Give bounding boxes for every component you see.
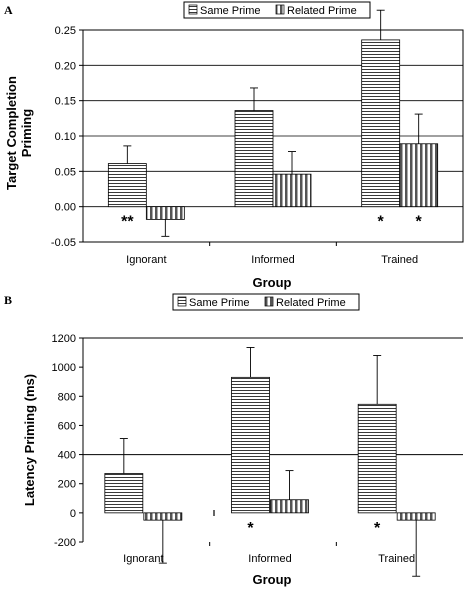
panel-b-legend-swatch-same — [177, 296, 187, 307]
panel-b-category-label: Ignorant — [123, 553, 163, 565]
panel-a-category-label: Ignorant — [126, 254, 166, 266]
panel-b-y-tick-label: -200 — [54, 537, 76, 549]
panel-a-bar-related — [399, 143, 439, 208]
panel-b: B Same Prime Related Prime * * -200020040… — [4, 293, 463, 587]
panel-a-significance-marker: ** — [121, 214, 134, 231]
panel-a-y-tick-label: 0.25 — [55, 25, 76, 37]
panel-b-category-label: Trained — [378, 553, 415, 565]
panel-a-y-tick-label: -0.05 — [51, 237, 76, 249]
panel-a: A Same Prime Related Prime ** * * -0.050.0… — [4, 1, 464, 290]
panel-b-bar-related — [270, 499, 309, 514]
panel-a-y-tick-label: 0.15 — [55, 96, 76, 108]
panel-b-bar-related — [143, 512, 183, 521]
panel-a-category-label: Informed — [251, 254, 294, 266]
panel-b-label: B — [4, 293, 12, 307]
panel-a-errorbars — [123, 9, 423, 237]
panel-b-legend-swatch-related — [264, 296, 274, 307]
panel-b-legend: Same Prime Related Prime — [172, 293, 360, 311]
panel-a-y-ticks: -0.05 0.00 0.05 0.10 0.15 0.20 0.25 — [51, 25, 83, 249]
panel-a-bar-same — [107, 163, 147, 208]
panel-a-y-tick-label: 0.20 — [55, 60, 76, 72]
panel-a-bar-same — [361, 39, 401, 208]
panel-a-y-axis-title-line-1: Target Completion — [4, 76, 19, 190]
panel-b-annotations: * * — [247, 520, 381, 537]
panel-b-significance-marker: * — [374, 520, 381, 537]
panel-b-bar-related — [396, 512, 436, 521]
panel-a-bar-related — [272, 173, 312, 208]
panel-a-x-ticks: Ignorant Informed Trained — [126, 242, 418, 266]
panel-a-y-tick-label: 0.00 — [55, 202, 76, 214]
panel-b-y-axis-title: Latency Priming (ms) — [22, 374, 37, 506]
panel-a-label: A — [4, 3, 13, 17]
panel-b-y-tick-label: 800 — [58, 391, 76, 403]
panel-b-reference-lines — [83, 337, 463, 456]
panel-b-y-tick-label: 0 — [70, 508, 76, 520]
panel-b-bars — [104, 376, 436, 521]
panel-b-category-label: Informed — [248, 553, 291, 565]
panel-a-legend-label-same: Same Prime — [200, 5, 261, 17]
panel-a-y-tick-label: 0.05 — [55, 166, 76, 178]
panel-a-bar-related — [145, 206, 185, 220]
panel-a-significance-marker: * — [416, 214, 423, 231]
panel-b-y-tick-label: 600 — [58, 420, 76, 432]
panel-a-legend-swatch-same — [188, 4, 198, 15]
panel-a-bars — [107, 39, 439, 220]
panel-b-y-tick-label: 400 — [58, 450, 76, 462]
panel-b-significance-marker: * — [247, 520, 254, 537]
panel-a-legend-label-related: Related Prime — [287, 5, 357, 17]
panel-a-significance-marker: * — [378, 214, 385, 231]
panel-a-legend: Same Prime Related Prime — [183, 1, 371, 19]
panel-a-category-label: Trained — [381, 254, 418, 266]
panel-a-y-axis-title-line-2: Priming — [19, 109, 34, 157]
panel-b-bar-same — [104, 473, 144, 514]
panel-b-bar-same — [357, 403, 397, 514]
panel-b-y-tick-label: 200 — [58, 479, 76, 491]
panel-a-annotations: ** * * — [121, 214, 422, 231]
panel-b-y-tick-label: 1200 — [52, 333, 76, 345]
panel-a-x-axis-title: Group — [253, 275, 292, 290]
panel-a-bar-same — [234, 110, 274, 208]
panel-b-legend-label-related: Related Prime — [276, 297, 346, 309]
panel-b-errorbars — [119, 347, 421, 577]
panel-b-x-axis-title: Group — [253, 572, 292, 587]
panel-a-legend-swatch-related — [275, 4, 285, 15]
panel-b-legend-label-same: Same Prime — [189, 297, 250, 309]
panel-b-y-tick-label: 1000 — [52, 362, 76, 374]
panel-b-x-ticks: Ignorant Informed Trained — [123, 542, 415, 565]
panel-b-y-ticks: -200 0 200 400 600 800 1000 1200 — [52, 333, 83, 549]
panel-b-bar-same — [231, 376, 270, 514]
panel-a-y-tick-label: 0.10 — [55, 131, 76, 143]
